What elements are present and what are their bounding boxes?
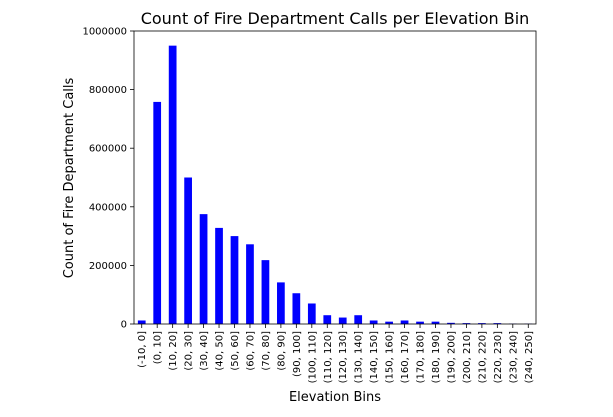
x-axis-title: Elevation Bins	[289, 390, 381, 405]
bar-3	[184, 177, 192, 324]
bar-6	[230, 236, 239, 324]
bar-16	[385, 321, 393, 324]
bar-21	[462, 323, 471, 324]
x-tick-label-20: (190, 200]	[446, 331, 457, 383]
x-tick-label-13: (120, 130]	[338, 331, 349, 383]
y-tick-label-1: 200000	[89, 261, 127, 272]
x-tick-label-6: (50, 60]	[230, 331, 241, 371]
chart-title: Count of Fire Department Calls per Eleva…	[141, 9, 530, 28]
x-tick-label-8: (70, 80]	[261, 331, 272, 371]
bar-9	[277, 282, 285, 324]
x-tick-label-2: (10, 20]	[168, 331, 179, 371]
x-tick-label-0: (-10, 0]	[137, 331, 148, 368]
y-tick-label-0: 0	[121, 320, 127, 331]
x-tick-label-22: (210, 220]	[477, 331, 488, 383]
bar-19	[431, 321, 440, 324]
bar-2	[168, 45, 177, 325]
bar-20	[447, 322, 455, 324]
x-tick-label-21: (200, 210]	[462, 331, 473, 383]
bar-15	[369, 320, 378, 324]
y-tick-label-2: 400000	[89, 202, 127, 213]
bar-14	[354, 315, 363, 324]
bar-1	[153, 101, 162, 324]
bar-18	[416, 321, 424, 324]
x-tick-label-11: (100, 110]	[307, 331, 318, 383]
bar-22	[478, 323, 486, 324]
bar-17	[400, 320, 409, 324]
bars-group	[137, 45, 533, 325]
x-tick-label-10: (90, 100]	[292, 331, 303, 377]
x-tick-label-15: (140, 150]	[369, 331, 380, 383]
y-axis-title: Count of Fire Department Calls	[62, 77, 77, 278]
bar-23	[493, 323, 502, 324]
x-tick-label-23: (220, 230]	[493, 331, 504, 383]
x-tick-label-3: (20, 30]	[184, 331, 195, 371]
bar-10	[292, 293, 301, 324]
x-axis: (-10, 0] (0, 10] (10, 20] (20, 30] (30, 40] (…	[137, 324, 535, 383]
plot-frame	[133, 30, 537, 325]
x-tick-label-19: (180, 190]	[431, 331, 442, 383]
bar-7	[246, 244, 254, 324]
x-tick-label-25: (240, 250]	[524, 331, 535, 383]
x-tick-label-4: (30, 40]	[199, 331, 210, 371]
bar-11	[307, 303, 316, 324]
y-tick-label-3: 600000	[89, 144, 127, 155]
bar-5	[215, 227, 223, 324]
y-axis: 0 200000 400000 600000 800000 1000000	[82, 27, 134, 331]
y-tick-label-5: 1000000	[82, 27, 127, 38]
x-tick-label-14: (130, 140]	[354, 331, 365, 383]
x-tick-label-18: (170, 180]	[416, 331, 427, 383]
bar-4	[199, 214, 208, 325]
x-tick-label-5: (40, 50]	[215, 331, 226, 371]
x-tick-label-7: (60, 70]	[245, 331, 256, 371]
bar-12	[323, 315, 332, 324]
bar-0	[137, 320, 146, 324]
bar-8	[261, 260, 270, 324]
x-tick-label-16: (150, 160]	[385, 331, 396, 383]
x-tick-label-9: (80, 90]	[276, 331, 287, 371]
x-tick-label-17: (160, 170]	[400, 331, 411, 383]
y-tick-label-4: 800000	[89, 85, 127, 96]
x-tick-label-1: (0, 10]	[153, 331, 164, 364]
x-tick-label-12: (110, 120]	[323, 331, 334, 383]
x-tick-label-24: (230, 240]	[508, 331, 519, 383]
bar-13	[338, 317, 347, 324]
